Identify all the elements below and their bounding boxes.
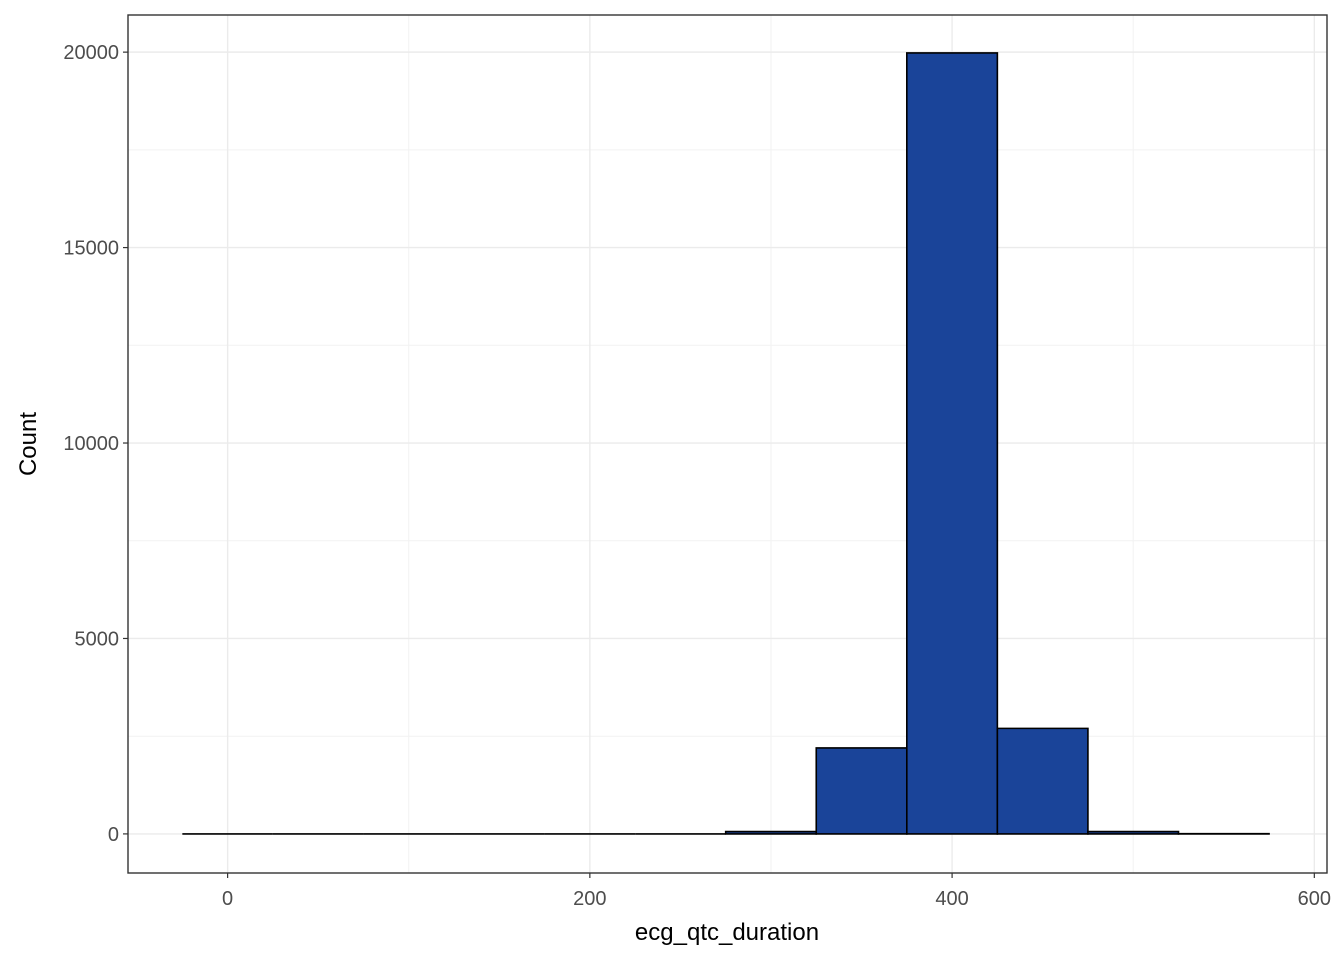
bar <box>1087 830 1180 835</box>
x-tick-label: 0 <box>222 888 233 910</box>
y-axis-title: Count <box>15 412 42 476</box>
panel-background <box>128 15 1327 873</box>
panel-border <box>127 14 1328 874</box>
y-tick-label: 10000 <box>63 433 119 455</box>
y-tick-label: 15000 <box>63 238 119 260</box>
x-tick-label: 200 <box>573 888 606 910</box>
y-tick-label: 0 <box>108 824 119 846</box>
y-tick-label: 20000 <box>63 42 119 64</box>
x-tick-label: 400 <box>935 888 968 910</box>
bar <box>906 52 999 835</box>
bar <box>815 747 908 835</box>
x-axis-title: ecg_qtc_duration <box>635 919 819 946</box>
bar <box>724 830 818 835</box>
x-tick-label: 600 <box>1298 888 1331 910</box>
y-tick-label: 5000 <box>75 628 120 650</box>
bar <box>996 727 1089 835</box>
